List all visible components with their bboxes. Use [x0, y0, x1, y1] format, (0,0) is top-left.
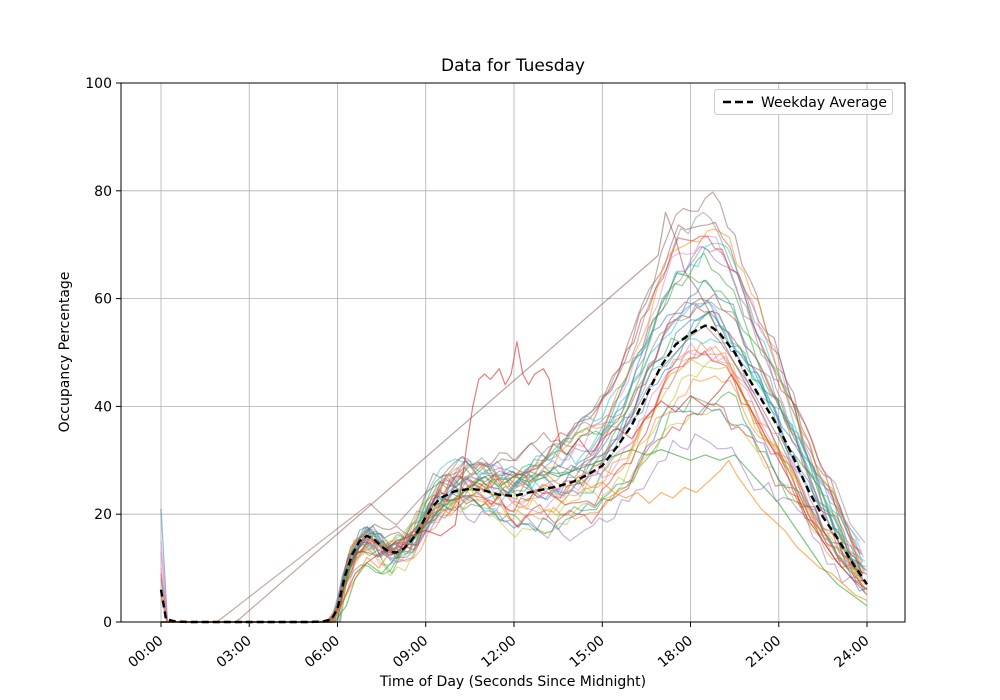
- x-tick-label: 12:00: [478, 633, 519, 671]
- x-axis-label: Time of Day (Seconds Since Midnight): [379, 674, 646, 690]
- x-tick-label: 06:00: [302, 633, 343, 671]
- y-tick-label: 0: [103, 615, 112, 631]
- day-line: [161, 365, 867, 623]
- x-tick-label: 09:00: [390, 633, 431, 671]
- day-line: [161, 272, 861, 623]
- legend-label: Weekday Average: [761, 95, 887, 111]
- day-line: [161, 391, 862, 623]
- day-line: [160, 235, 864, 623]
- day-line: [160, 349, 865, 623]
- y-axis-label: Occupancy Percentage: [57, 272, 73, 433]
- y-tick-label: 60: [94, 292, 112, 308]
- x-tick-label: 03:00: [214, 633, 255, 671]
- gap-line-short: [216, 325, 868, 623]
- day-line: [160, 306, 867, 623]
- day-line: [161, 433, 865, 623]
- y-tick-label: 100: [85, 76, 112, 92]
- x-tick-label: 24:00: [831, 633, 872, 671]
- series-layer: [160, 191, 868, 623]
- legend-box: [714, 89, 893, 115]
- axes-box: [120, 82, 906, 623]
- average-layer: [159, 324, 868, 624]
- x-tick-label: 00:00: [125, 633, 166, 671]
- chart-title: Data for Tuesday: [441, 56, 585, 76]
- day-line: [161, 211, 866, 623]
- day-line: [161, 228, 863, 623]
- grid-layer: [121, 82, 905, 623]
- day-line: [161, 311, 864, 623]
- x-tick-label: 21:00: [743, 633, 784, 671]
- y-tick-label: 80: [94, 184, 112, 200]
- day-line: [161, 350, 867, 623]
- y-tick-label: 20: [94, 507, 112, 523]
- gap-line-long: [235, 211, 868, 623]
- day-line: [160, 346, 866, 623]
- x-tick-label: 15:00: [567, 633, 608, 671]
- average-line: [159, 324, 868, 624]
- x-tick-label: 18:00: [655, 633, 696, 671]
- day-line: [161, 300, 864, 623]
- y-tick-label: 40: [94, 399, 112, 415]
- legend: Weekday Average: [714, 89, 893, 115]
- day-line: [161, 191, 861, 623]
